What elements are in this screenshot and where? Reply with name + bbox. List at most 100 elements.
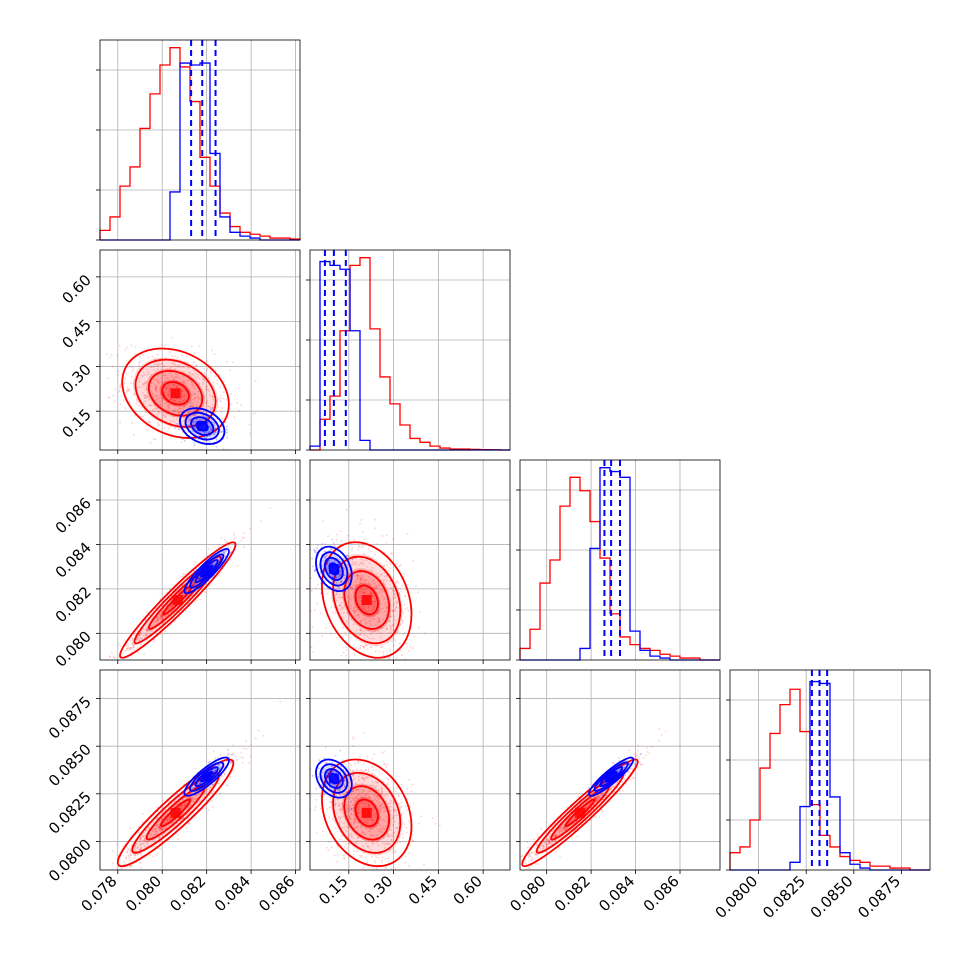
scatter-point (368, 796, 371, 799)
contour-line (116, 758, 235, 868)
scatter-point (385, 628, 388, 631)
scatter-point (167, 394, 170, 397)
scatter-point (573, 817, 576, 820)
scatter-point (142, 835, 145, 838)
scatter-point (160, 399, 163, 402)
scatter-point (360, 629, 362, 631)
scatter-point (233, 532, 236, 535)
scatter-point (356, 794, 359, 797)
scatter-point (323, 793, 326, 796)
scatter-point (190, 788, 193, 791)
scatter-point (365, 768, 368, 771)
scatter-point (156, 852, 159, 855)
scatter-point (384, 610, 386, 613)
scatter-point (228, 544, 231, 546)
scatter-point (193, 787, 196, 789)
scatter-point (324, 746, 327, 749)
scatter-point (377, 596, 380, 599)
scatter-point (156, 823, 158, 826)
scatter-point (193, 442, 196, 445)
scatter-point (198, 576, 201, 579)
scatter-point (359, 633, 362, 635)
scatter-point (136, 646, 139, 649)
scatter-point (363, 851, 365, 854)
scatter-point (111, 666, 113, 668)
scatter-point (365, 578, 368, 581)
scatter-point (334, 800, 336, 803)
scatter-point (162, 411, 165, 414)
scatter-point (389, 553, 392, 555)
scatter-point (181, 798, 183, 800)
scatter-point (190, 393, 193, 396)
scatter-point (157, 410, 160, 413)
scatter-point (350, 813, 353, 816)
scatter-point (314, 569, 317, 572)
scatter-point (362, 614, 365, 616)
red-histogram-series (310, 257, 510, 451)
scatter-point (356, 575, 359, 578)
scatter-point (369, 617, 371, 620)
scatter-point (156, 806, 159, 809)
contour-line (200, 771, 214, 783)
scatter-point (168, 809, 171, 812)
scatter-point (376, 612, 379, 615)
scatter-point (314, 549, 317, 552)
scatter-point (198, 577, 201, 580)
scatter-point (181, 818, 184, 820)
scatter-point (346, 878, 348, 880)
scatter-point (375, 542, 378, 545)
scatter-point (361, 879, 363, 881)
scatter-point (197, 577, 200, 580)
scatter-point (197, 438, 200, 441)
scatter-point (383, 763, 385, 766)
scatter-point (383, 794, 386, 797)
scatter-point (155, 854, 158, 857)
scatter-point (207, 809, 210, 811)
scatter-point (398, 642, 401, 645)
scatter-point (405, 855, 407, 858)
scatter-point (139, 355, 141, 358)
scatter-point (341, 759, 344, 762)
scatter-point (140, 837, 142, 840)
scatter-point (126, 851, 129, 854)
scatter-point (363, 778, 365, 780)
scatter-point (363, 821, 366, 823)
scatter-point (376, 839, 379, 842)
scatter-point (367, 582, 370, 584)
scatter-point (228, 753, 230, 756)
scatter-point (357, 613, 360, 616)
scatter-point (236, 759, 238, 761)
scatter-point (365, 821, 368, 824)
scatter-point (373, 553, 376, 556)
scatter-point (343, 785, 346, 788)
scatter-point (358, 793, 360, 796)
scatter-point (375, 867, 378, 870)
scatter-point (254, 412, 257, 415)
scatter-point (226, 431, 228, 434)
scatter-point (220, 431, 223, 434)
contour-line (354, 584, 379, 616)
scatter-point (395, 657, 398, 660)
scatter-point (173, 378, 175, 381)
scatter-point (212, 421, 215, 424)
scatter-point (149, 404, 152, 407)
scatter-point (173, 621, 175, 623)
scatter-point (167, 801, 170, 804)
scatter-point (192, 570, 195, 573)
scatter-point (145, 634, 148, 637)
scatter-point (192, 812, 195, 815)
scatter-point (348, 808, 351, 811)
scatter-point (598, 797, 601, 799)
contour-line (119, 541, 237, 659)
scatter-point (168, 405, 171, 408)
scatter-point (378, 805, 381, 808)
scatter-point (192, 581, 195, 584)
scatter-point (161, 817, 164, 820)
scatter-point (159, 829, 162, 832)
scatter-point (392, 629, 395, 632)
scatter-point (365, 819, 368, 822)
scatter-point (128, 388, 131, 391)
scatter-point (219, 557, 222, 560)
scatter-point (152, 839, 154, 842)
scatter-point (376, 796, 379, 799)
